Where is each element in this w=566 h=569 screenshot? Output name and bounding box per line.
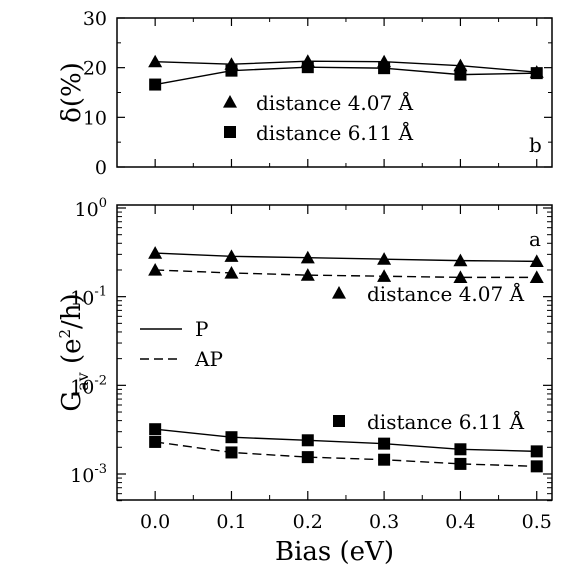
bottom-triangle-point <box>300 268 315 281</box>
top-y-tick-label: 20 <box>83 58 107 80</box>
bottom-series-line <box>155 428 537 453</box>
bottom-y-axis-title: Gav (e2/h) <box>56 293 92 411</box>
bottom-triangle-point <box>377 252 392 265</box>
bottom-marker-label-square-icon <box>333 415 345 427</box>
bottom-square-point <box>225 446 238 459</box>
bottom-series-square-solid <box>149 423 543 458</box>
top-y-tick-label: 30 <box>83 8 107 30</box>
bottom-marker-label-triangle-icon <box>332 286 346 299</box>
bottom-y-tick-label: 10-1 <box>70 285 107 310</box>
top-series-square <box>149 61 543 91</box>
top-y-tick-label: 10 <box>83 107 107 129</box>
bottom-square-point <box>454 443 467 456</box>
bottom-series-square-dashed <box>149 435 543 473</box>
top-series-line <box>155 60 537 73</box>
bottom-x-tick-label: 0.2 <box>293 511 323 533</box>
bottom-triangle-point <box>529 254 544 267</box>
top-square-point <box>149 78 162 91</box>
bottom-square-point <box>454 457 467 470</box>
bottom-marker-label: distance 4.07 Å <box>367 281 525 306</box>
top-legend-label: distance 4.07 Å <box>256 90 414 115</box>
bottom-series-line <box>155 252 537 263</box>
top-triangle-point <box>148 54 163 68</box>
top-series-line <box>155 66 537 86</box>
bottom-panel-label: a <box>529 227 541 251</box>
top-y-axis-title: δ(%) <box>57 62 87 123</box>
bottom-x-tick-label: 0.1 <box>216 511 246 533</box>
bottom-square-point <box>149 423 162 436</box>
bottom-plot-frame <box>116 204 553 501</box>
bottom-square-point <box>301 434 314 447</box>
top-triangle-point <box>453 58 468 72</box>
bottom-square-point <box>378 437 391 450</box>
top-square-point <box>301 61 314 74</box>
bottom-marker-label: distance 6.11 Å <box>367 409 525 434</box>
top-square-point <box>225 64 238 77</box>
top-legend-square-icon <box>224 126 236 138</box>
bottom-square-point <box>530 460 543 473</box>
top-square-point <box>454 68 467 81</box>
bottom-series-line <box>155 269 537 279</box>
bottom-x-tick-label: 0.3 <box>369 511 399 533</box>
bottom-triangle-point <box>300 250 315 264</box>
top-y-tick-label: 0 <box>95 157 107 179</box>
bottom-square-point <box>149 435 162 448</box>
legend-line-label: AP <box>194 347 223 371</box>
bottom-triangle-point <box>453 253 468 267</box>
bottom-y-tick-label: 10-2 <box>70 373 107 398</box>
bottom-square-point <box>225 431 238 444</box>
bottom-series-line <box>155 441 537 468</box>
bottom-y-tick-label: 100 <box>75 196 107 221</box>
top-panel-label: b <box>529 133 542 157</box>
bottom-series-triangle-solid <box>148 246 544 267</box>
bottom-triangle-point <box>148 246 163 259</box>
bottom-triangle-point <box>529 270 544 283</box>
top-legend-label: distance 6.11 Å <box>256 120 414 145</box>
bottom-triangle-point <box>224 265 239 279</box>
bottom-triangle-point <box>224 249 239 262</box>
bottom-x-tick-label: 0.4 <box>445 511 475 533</box>
bottom-square-point <box>530 445 543 458</box>
bottom-square-point <box>301 451 314 464</box>
top-square-point <box>530 67 543 80</box>
top-square-point <box>378 62 391 75</box>
x-axis-title: Bias (eV) <box>275 537 394 567</box>
bottom-triangle-point <box>377 269 392 282</box>
top-legend-triangle-icon <box>223 95 237 108</box>
bottom-x-tick-label: 0.5 <box>522 511 552 533</box>
bottom-triangle-point <box>148 262 163 276</box>
legend-line-label: P <box>195 317 208 341</box>
bottom-triangle-point <box>453 270 468 283</box>
bottom-series-triangle-dashed <box>148 262 544 283</box>
bottom-y-tick-label: 10-3 <box>70 462 107 487</box>
bottom-x-tick-label: 0.0 <box>140 511 170 533</box>
bottom-square-point <box>378 453 391 466</box>
